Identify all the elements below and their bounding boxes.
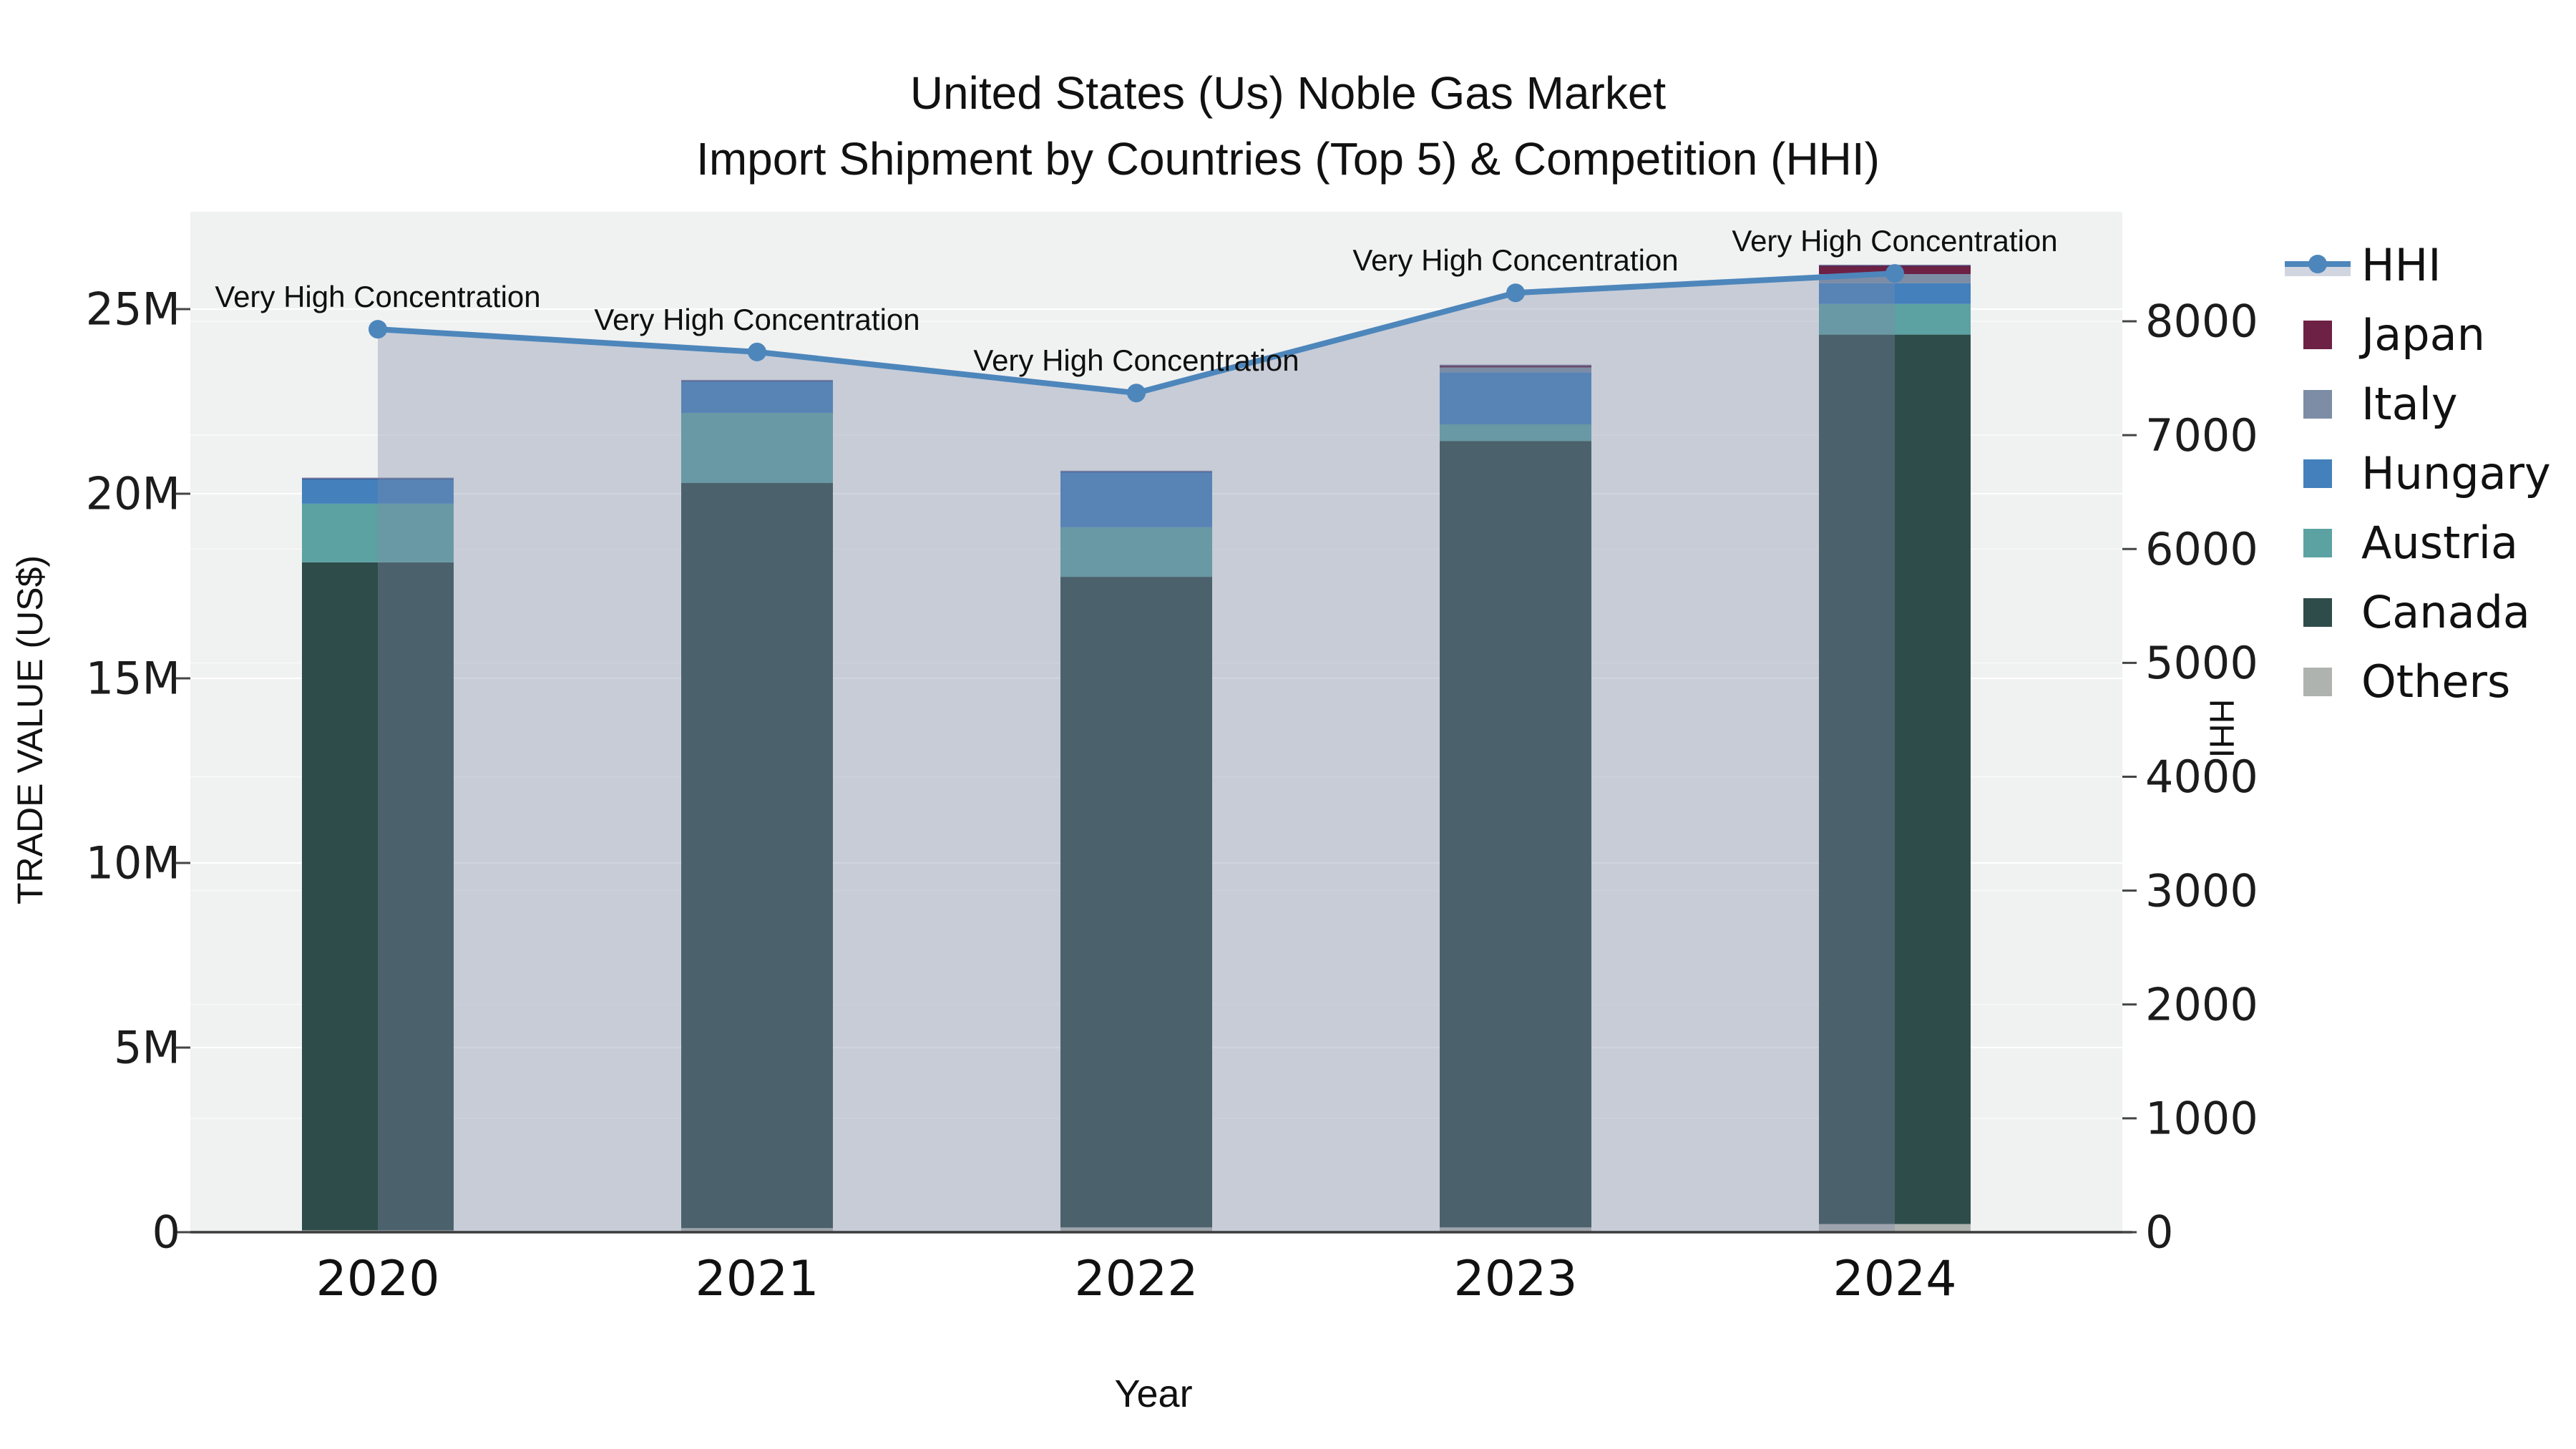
bar-others-2023 [1440, 1227, 1591, 1232]
bar-austria-2023 [1440, 424, 1591, 441]
bar-austria-2024 [1819, 303, 1971, 335]
hhi-point-2020 [369, 320, 387, 339]
legend-label-austria: Austria [2361, 517, 2519, 569]
annotation-2020: Very High Concentration [215, 280, 541, 314]
bar-austria-2021 [681, 413, 833, 483]
legend-label-others: Others [2361, 655, 2511, 708]
bar-hungary-2023 [1440, 372, 1591, 424]
y-right-tick-label: 6000 [2145, 523, 2258, 575]
y-right-tick-label: 8000 [2145, 296, 2258, 348]
bar-others-2022 [1060, 1227, 1212, 1232]
others-color-swatch [2303, 667, 2332, 696]
bar-hungary-2020 [302, 478, 454, 504]
bar-japan-2023 [1440, 365, 1591, 368]
y-axis-right-title: HHI [2202, 698, 2240, 758]
x-tick-label-2024: 2024 [1833, 1251, 1956, 1307]
bar-hungary-2021 [681, 381, 833, 413]
title-line1: United States (Us) Noble Gas Market [909, 67, 1667, 119]
legend-item-japan[interactable]: Japan [2285, 300, 2551, 369]
x-tick-label-2021: 2021 [695, 1251, 819, 1307]
y-right-tick-label: 4000 [2145, 751, 2258, 803]
legend-item-others[interactable]: Others [2285, 647, 2551, 716]
x-tick-label-2022: 2022 [1074, 1251, 1198, 1307]
chart-title: United States (Us) Noble Gas Market Impo… [0, 60, 2576, 192]
y-right-tick-label: 5000 [2145, 637, 2258, 689]
bar-canada-2020 [302, 562, 454, 1231]
hhi-area-fill [378, 273, 1895, 1233]
bar-canada-2023 [1440, 441, 1591, 1228]
x-tick-label-2020: 2020 [316, 1251, 439, 1307]
legend-label-hungary: Hungary [2361, 447, 2551, 499]
bar-canada-2024 [1819, 334, 1971, 1224]
y-left-tick-label: 5M [114, 1022, 180, 1074]
title-line2: Import Shipment by Countries (Top 5) & C… [696, 133, 1880, 185]
hungary-color-swatch [2303, 459, 2332, 488]
y-left-tick-label: 20M [86, 468, 180, 520]
legend-item-austria[interactable]: Austria [2285, 508, 2551, 577]
legend-label-hhi: HHI [2361, 239, 2441, 291]
bar-canada-2021 [681, 483, 833, 1229]
bar-hungary-2022 [1060, 472, 1212, 527]
y-right-tick-label: 0 [2145, 1206, 2173, 1259]
hhi-point-2023 [1506, 283, 1525, 303]
legend: HHI Japan Italy Hungary Austria Canada O… [2285, 230, 2551, 716]
x-axis-title: Year [1114, 1372, 1193, 1415]
y-right-tick-label: 3000 [2145, 864, 2258, 917]
y-right-tick-label: 2000 [2145, 978, 2258, 1030]
hhi-line-icon [2285, 250, 2351, 281]
hhi-point-2022 [1127, 384, 1146, 403]
legend-item-italy[interactable]: Italy [2285, 369, 2551, 439]
bar-others-2024 [1819, 1224, 1971, 1232]
legend-label-japan: Japan [2361, 308, 2485, 361]
y-left-tick-label: 25M [86, 283, 180, 336]
annotation-2024: Very High Concentration [1732, 224, 2058, 258]
hhi-point-2024 [1885, 264, 1904, 283]
bar-austria-2022 [1060, 527, 1212, 577]
bar-canada-2022 [1060, 577, 1212, 1228]
japan-color-swatch [2303, 320, 2332, 349]
legend-label-italy: Italy [2361, 378, 2458, 430]
x-tick-label-2023: 2023 [1453, 1251, 1577, 1307]
canada-color-swatch [2303, 597, 2332, 627]
italy-color-swatch [2303, 389, 2332, 419]
bar-austria-2020 [302, 503, 454, 562]
y-left-tick-label: 0 [152, 1206, 180, 1259]
legend-item-canada[interactable]: Canada [2285, 577, 2551, 647]
hhi-marker-icon [2308, 254, 2327, 273]
legend-item-hungary[interactable]: Hungary [2285, 439, 2551, 508]
y-axis-left-title: TRADE VALUE (US$) [10, 555, 50, 905]
bar-italy-2023 [1440, 367, 1591, 373]
annotation-2022: Very High Concentration [973, 343, 1299, 378]
bar-hungary-2024 [1819, 283, 1971, 304]
hhi-point-2021 [748, 342, 766, 361]
austria-color-swatch [2303, 528, 2332, 557]
y-right-tick-label: 7000 [2145, 409, 2258, 462]
legend-label-canada: Canada [2361, 586, 2530, 638]
legend-item-hhi[interactable]: HHI [2285, 230, 2551, 300]
bar-others-2021 [681, 1228, 833, 1232]
y-right-tick-label: 1000 [2145, 1093, 2258, 1145]
annotation-2023: Very High Concentration [1352, 243, 1679, 278]
y-left-tick-label: 10M [86, 837, 180, 889]
y-left-tick-label: 15M [86, 653, 180, 705]
annotation-2021: Very High Concentration [594, 302, 920, 336]
